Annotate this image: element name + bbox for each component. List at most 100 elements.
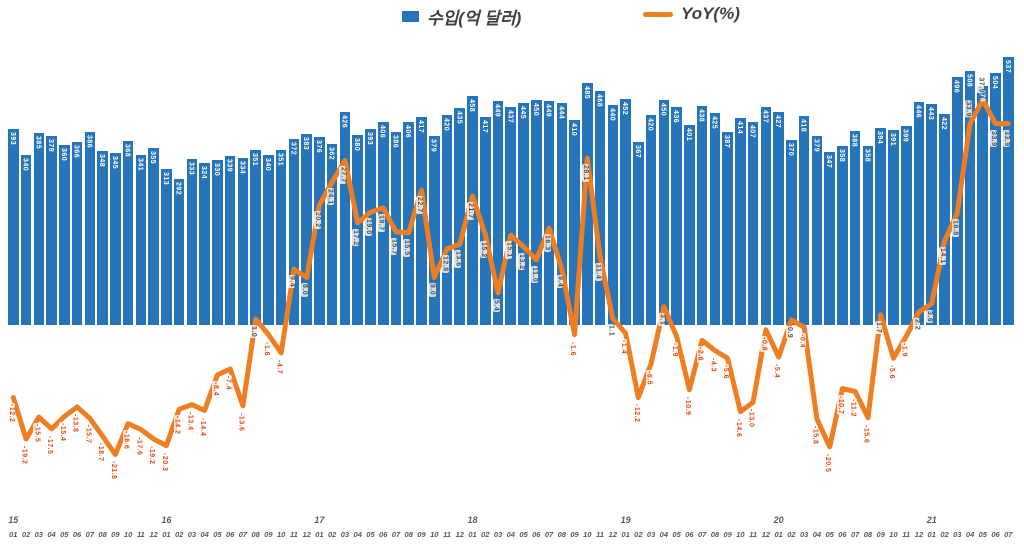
x-axis-month-label: 10 xyxy=(430,530,439,539)
x-axis-month-label: 05 xyxy=(366,530,375,539)
yoy-value-label: 1.0 xyxy=(250,325,258,339)
bar xyxy=(786,140,797,325)
bar xyxy=(990,73,1001,325)
x-axis-month-label: 03 xyxy=(799,530,809,539)
yoy-value-label: -14.4 xyxy=(199,416,207,437)
bar xyxy=(428,135,440,325)
bar xyxy=(237,158,249,325)
yoy-value-label: -5.6 xyxy=(722,364,730,381)
x-axis-month-label: 04 xyxy=(47,530,56,539)
yoy-value-label: -13.6 xyxy=(237,411,245,433)
yoy-value-label: -12.2 xyxy=(7,403,15,424)
x-axis-month-label: 01 xyxy=(927,530,936,539)
x-axis-month-label: 07 xyxy=(851,530,860,539)
x-axis-month-label: 04 xyxy=(506,530,515,539)
bar xyxy=(722,131,733,325)
x-axis-month-label: 07 xyxy=(238,530,248,539)
bar xyxy=(594,91,606,325)
bar xyxy=(913,102,925,325)
bar xyxy=(454,107,466,325)
bar xyxy=(582,82,593,325)
bar xyxy=(1002,56,1014,325)
x-axis-month-label: 09 xyxy=(876,530,885,539)
yoy-value-label: -13.0 xyxy=(747,408,755,429)
yoy-value-label: -13.8 xyxy=(71,412,79,434)
x-axis-month-label: 12 xyxy=(455,530,464,539)
yoy-value-label: -10.9 xyxy=(683,395,691,417)
yoy-series-label: YoY(%) xyxy=(681,4,740,23)
x-axis-month-label: 12 xyxy=(761,530,771,539)
x-axis-month-label: 04 xyxy=(659,530,669,539)
x-axis-month-label: 02 xyxy=(328,530,337,539)
yoy-value-label: -19.2 xyxy=(148,445,156,466)
imports-series-label: 수입(억 달러) xyxy=(427,9,522,28)
bar xyxy=(122,141,134,325)
x-axis-month-label: 06 xyxy=(225,530,235,539)
bar xyxy=(20,155,32,325)
bar xyxy=(518,102,529,325)
imports-series-swatch-icon xyxy=(402,11,419,22)
x-axis-month-label: 05 xyxy=(672,530,681,539)
bar xyxy=(569,120,580,325)
bar xyxy=(390,132,402,325)
yoy-value-label: -10.7 xyxy=(836,394,844,416)
x-axis-month-label: 10 xyxy=(277,530,286,539)
x-axis-month-label: 10 xyxy=(583,530,592,539)
x-axis-month-label: 02 xyxy=(21,530,31,539)
yoy-value-label: -20.5 xyxy=(824,452,832,474)
bar xyxy=(505,106,517,325)
x-axis-month-label: 06 xyxy=(72,530,82,539)
x-axis-month-label: 01 xyxy=(9,530,18,539)
yoy-value-label: -12.2 xyxy=(632,403,640,424)
bar xyxy=(926,103,938,325)
yoy-value-label: -1.6 xyxy=(262,340,270,357)
x-axis-month-label: 07 xyxy=(85,530,94,539)
x-axis-year-label: 19 xyxy=(620,515,631,525)
yoy-value-label: -16.6 xyxy=(122,429,130,451)
bar xyxy=(939,114,950,325)
x-axis-month-label: 04 xyxy=(812,530,822,539)
x-axis-month-label: 05 xyxy=(213,530,222,539)
bar xyxy=(837,146,848,325)
x-axis-month-label: 03 xyxy=(646,530,656,539)
bar xyxy=(250,149,261,325)
x-axis-month-label: 10 xyxy=(889,530,898,539)
bar xyxy=(556,103,568,325)
bar xyxy=(301,133,312,325)
x-axis-month-label: 06 xyxy=(991,530,1000,539)
bar xyxy=(161,168,172,325)
bar xyxy=(888,129,899,325)
yoy-value-label: -4.3 xyxy=(709,356,717,373)
x-axis-year-label: 18 xyxy=(467,515,478,525)
x-axis-month-label: 05 xyxy=(519,530,528,539)
x-axis-month-label: 12 xyxy=(149,530,158,539)
bar xyxy=(33,132,45,325)
bar xyxy=(84,132,96,325)
bar xyxy=(135,154,147,325)
x-axis-month-label: 06 xyxy=(532,530,541,539)
bar xyxy=(326,144,338,325)
x-axis-month-label: 06 xyxy=(838,530,847,539)
bar xyxy=(709,112,721,325)
bar xyxy=(951,77,963,325)
x-axis-month-label: 03 xyxy=(340,530,350,539)
yoy-value-label: -5.6 xyxy=(887,364,895,381)
bar xyxy=(671,107,682,325)
bar xyxy=(339,112,351,325)
legend-item-imports: 수입(억 달러) xyxy=(402,4,521,29)
yoy-value-label: 1.1 xyxy=(607,324,615,338)
yoy-value-label: -17.5 xyxy=(46,434,54,456)
bar xyxy=(900,125,912,325)
bar xyxy=(530,100,542,325)
x-axis-month-label: 08 xyxy=(98,530,107,539)
x-axis-month-label: 07 xyxy=(544,530,554,539)
bar xyxy=(684,124,695,325)
bar xyxy=(735,118,746,325)
yoy-value-label: -0.8 xyxy=(760,335,768,352)
bar xyxy=(760,106,772,325)
bar xyxy=(377,122,389,325)
bar xyxy=(479,116,491,325)
bar xyxy=(824,151,835,325)
bar xyxy=(365,128,376,325)
yoy-value-label: 0.9 xyxy=(785,325,793,339)
